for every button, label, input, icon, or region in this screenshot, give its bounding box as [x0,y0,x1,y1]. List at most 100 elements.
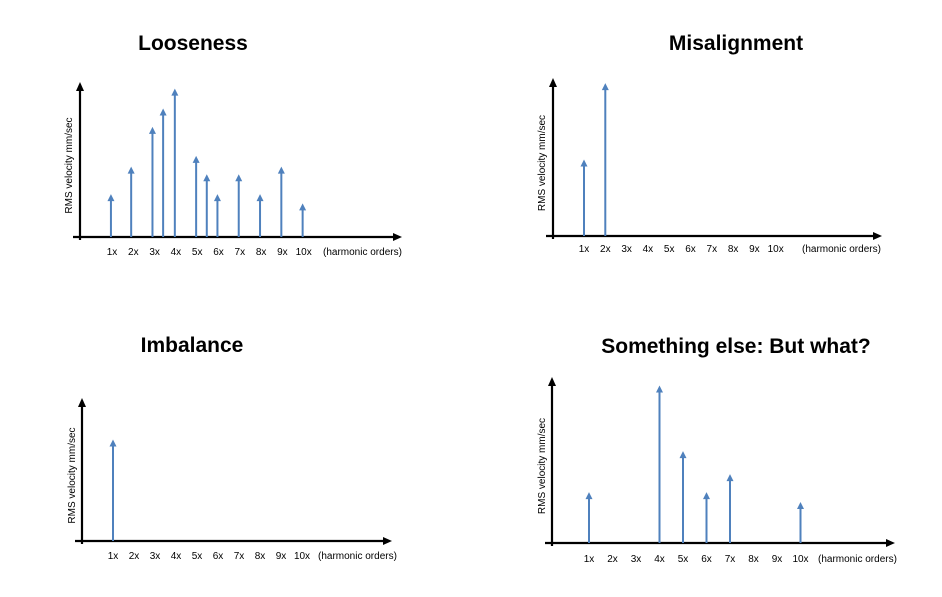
stem-arrowhead [109,439,117,447]
chart-panel-looseness: Looseness RMS velocity mm/sec 1x 2x 3x 4x 5x 6x… [64,32,402,258]
chart-panel-something-else: Something else: But what? RMS velocity mm… [537,335,897,565]
y-axis-label: RMS velocity mm/sec [64,117,75,213]
x-tick-label: 2x [607,554,618,565]
x-tick-label: 3x [621,244,632,255]
harmonic-stem [726,474,734,543]
x-tick-label: 1x [584,554,595,565]
x-axis-unit-label: (harmonic orders) [323,247,402,258]
chart-panel-imbalance: Imbalance RMS velocity mm/sec 1x 2x 3x 4x 5x 6x… [67,334,397,562]
harmonic-stem [256,194,264,237]
stem-arrowhead [299,203,307,211]
x-tick-label: 3x [149,247,160,258]
stem-arrowhead [585,492,593,500]
harmonic-stem [203,174,211,237]
y-axis-label: RMS velocity mm/sec [67,427,78,523]
x-tick-label: 6x [685,244,696,255]
x-tick-label: 10x [296,247,312,258]
stem-arrowhead [601,83,609,91]
harmonic-stem [703,492,710,543]
x-tick-label: 6x [213,247,224,258]
x-tick-label: 1x [108,551,119,562]
x-tick-label: 4x [654,554,665,565]
x-tick-label: 6x [213,551,224,562]
x-tick-label: 2x [128,247,139,258]
x-tick-label: 9x [277,247,288,258]
x-tick-label: 5x [192,247,203,258]
x-tick-label: 10x [768,244,784,255]
x-tick-label: 2x [600,244,611,255]
x-tick-label: 1x [579,244,590,255]
harmonic-stem [213,194,221,237]
x-axis-unit-label: (harmonic orders) [818,554,897,565]
x-tick-label: 8x [256,247,267,258]
stem-arrowhead [703,492,710,500]
x-tick-label: 9x [772,554,783,565]
stem-arrowhead [797,502,804,509]
harmonic-stem [107,194,115,237]
x-tick-label: 6x [701,554,712,565]
harmonic-stem [299,203,307,237]
stem-arrowhead [726,474,734,482]
x-tick-label: 4x [171,247,182,258]
stem-arrowhead [171,88,179,96]
x-axis-arrowhead [886,539,895,547]
x-tick-label: 3x [631,554,642,565]
x-tick-label: 10x [294,551,310,562]
y-axis-arrowhead [76,82,84,91]
x-tick-label: 7x [707,244,718,255]
x-tick-label: 5x [664,244,675,255]
stem-arrowhead [159,108,167,116]
y-axis-arrowhead [549,78,557,87]
x-tick-label: 1x [107,247,118,258]
harmonic-stem [192,155,200,237]
x-tick-label: 3x [150,551,161,562]
y-axis-label: RMS velocity mm/sec [537,418,548,514]
chart-title: Imbalance [141,334,244,357]
harmonic-stem [171,88,179,237]
harmonic-stem [679,451,687,543]
y-axis-arrowhead [78,398,86,407]
y-axis-arrowhead [548,377,556,386]
harmonic-stem [277,166,285,237]
x-axis-arrowhead [873,232,882,240]
harmonic-stem [127,166,135,237]
x-axis-arrowhead [393,233,402,241]
harmonic-stem [109,439,117,541]
x-tick-label: 5x [192,551,203,562]
stem-arrowhead [277,166,285,174]
stem-arrowhead [203,174,211,182]
x-tick-label: 8x [728,244,739,255]
y-axis-label: RMS velocity mm/sec [537,115,548,211]
x-tick-label: 7x [725,554,736,565]
x-tick-label: 4x [643,244,654,255]
harmonic-stem [585,492,593,543]
stem-arrowhead [580,159,588,167]
x-tick-label: 2x [129,551,140,562]
x-axis-unit-label: (harmonic orders) [802,244,881,255]
harmonic-stem [580,159,588,236]
x-tick-label: 8x [748,554,759,565]
x-tick-label: 4x [171,551,182,562]
stem-arrowhead [192,155,200,163]
x-tick-label: 9x [749,244,760,255]
x-tick-label: 7x [234,551,245,562]
harmonic-stem [797,502,804,543]
chart-title: Misalignment [669,32,803,55]
x-axis-unit-label: (harmonic orders) [318,551,397,562]
x-tick-label: 7x [235,247,246,258]
chart-title: Looseness [138,32,248,55]
harmonic-stem [656,385,663,543]
stem-arrowhead [235,174,243,182]
harmonic-stem [148,126,156,237]
stem-arrowhead [656,385,663,393]
stem-arrowhead [127,166,135,174]
harmonic-stem [159,108,167,237]
x-tick-label: 10x [792,554,808,565]
x-axis-arrowhead [383,537,392,545]
harmonic-stem [601,83,609,236]
x-tick-label: 5x [678,554,689,565]
stem-arrowhead [107,194,115,202]
x-tick-label: 9x [276,551,287,562]
stem-arrowhead [148,126,156,134]
